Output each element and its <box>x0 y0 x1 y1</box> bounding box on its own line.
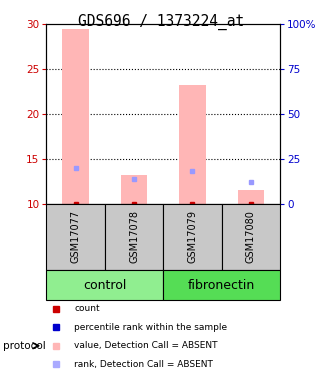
Text: control: control <box>83 279 126 292</box>
Bar <box>163 204 221 270</box>
Bar <box>62 29 89 204</box>
Bar <box>105 204 163 270</box>
Text: percentile rank within the sample: percentile rank within the sample <box>75 323 228 332</box>
Bar <box>46 270 163 300</box>
Bar <box>121 175 147 204</box>
Text: protocol: protocol <box>3 341 46 351</box>
Text: rank, Detection Call = ABSENT: rank, Detection Call = ABSENT <box>75 360 213 369</box>
Bar <box>46 204 105 270</box>
Text: GSM17078: GSM17078 <box>129 210 139 263</box>
Text: count: count <box>75 304 100 313</box>
Text: GSM17080: GSM17080 <box>246 210 256 263</box>
Text: GDS696 / 1373224_at: GDS696 / 1373224_at <box>78 14 245 30</box>
Bar <box>163 270 280 300</box>
Bar <box>238 190 264 204</box>
Text: fibronectin: fibronectin <box>188 279 255 292</box>
Text: GSM17077: GSM17077 <box>71 210 81 263</box>
Bar <box>179 86 205 204</box>
Text: GSM17079: GSM17079 <box>188 210 197 263</box>
Bar <box>221 204 280 270</box>
Text: value, Detection Call = ABSENT: value, Detection Call = ABSENT <box>75 341 218 350</box>
